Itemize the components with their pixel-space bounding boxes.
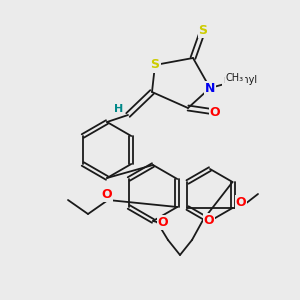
Text: methyl: methyl: [223, 75, 257, 85]
Text: S: S: [199, 23, 208, 37]
Text: S: S: [151, 58, 160, 71]
Text: O: O: [204, 214, 214, 226]
Text: O: O: [236, 196, 246, 208]
Text: N: N: [205, 82, 215, 94]
Text: CH₃: CH₃: [226, 73, 244, 83]
Text: H: H: [114, 104, 124, 114]
Text: O: O: [158, 215, 168, 229]
Text: O: O: [102, 188, 112, 200]
Text: O: O: [210, 106, 220, 118]
